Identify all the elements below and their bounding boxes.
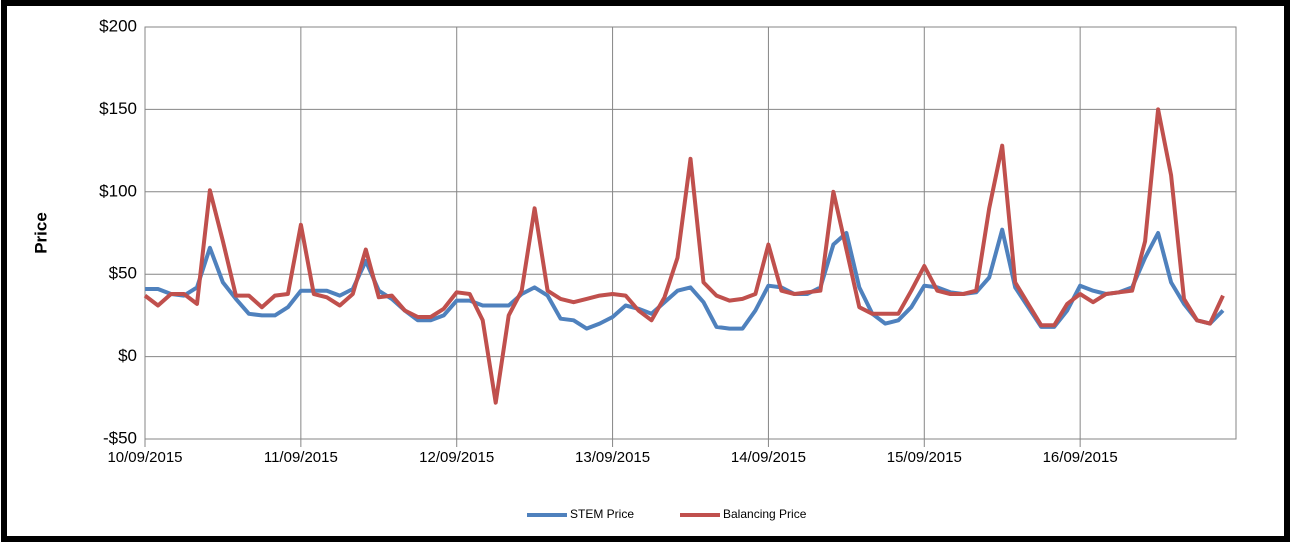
y-tick-label: $150 xyxy=(99,99,137,118)
y-tick-label: $50 xyxy=(109,264,137,283)
x-tick-label: 13/09/2015 xyxy=(575,449,650,466)
x-tick-label: 16/09/2015 xyxy=(1043,449,1118,466)
x-tick-label: 15/09/2015 xyxy=(887,449,962,466)
legend-label: STEM Price xyxy=(570,507,634,521)
legend-label: Balancing Price xyxy=(723,507,807,521)
y-axis-title: Price xyxy=(31,212,50,254)
x-tick-label: 10/09/2015 xyxy=(107,449,182,466)
y-tick-label: $200 xyxy=(99,16,137,35)
x-tick-label: 14/09/2015 xyxy=(731,449,806,466)
y-tick-label: $100 xyxy=(99,181,137,200)
series-line xyxy=(143,107,1225,405)
y-tick-label: -$50 xyxy=(103,428,137,447)
x-tick-label: 12/09/2015 xyxy=(419,449,494,466)
y-tick-label: $0 xyxy=(118,346,137,365)
x-tick-label: 11/09/2015 xyxy=(264,449,338,466)
